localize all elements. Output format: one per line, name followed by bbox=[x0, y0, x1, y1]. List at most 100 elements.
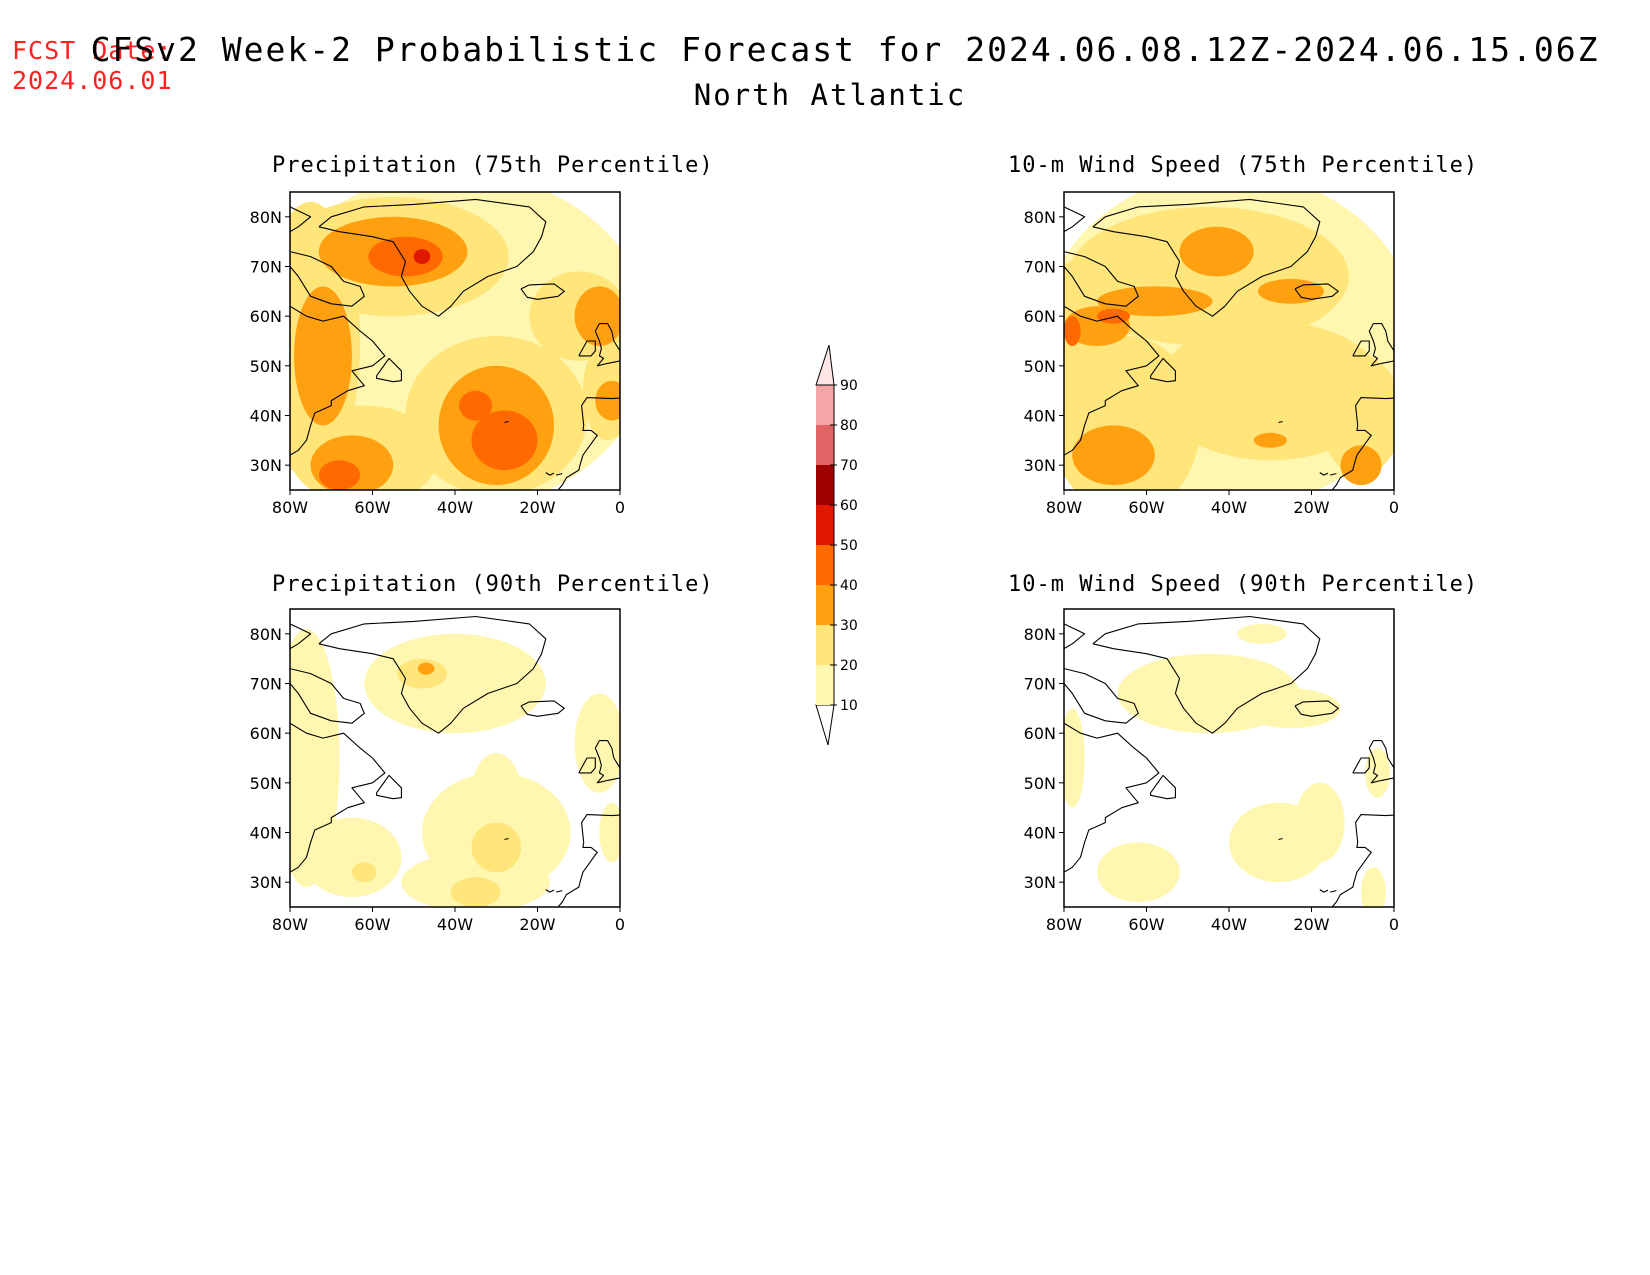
probability-contour bbox=[368, 236, 443, 277]
probability-contour bbox=[471, 822, 522, 873]
lon-label: 80W bbox=[272, 915, 308, 934]
lat-label: 50N bbox=[250, 774, 282, 793]
probability-contour bbox=[595, 380, 620, 421]
coastline bbox=[594, 323, 620, 367]
probability-contour bbox=[574, 286, 620, 346]
lat-label: 50N bbox=[250, 357, 282, 376]
coastlines bbox=[1064, 615, 1394, 907]
colorbar-segment bbox=[816, 665, 834, 705]
lat-label: 70N bbox=[250, 675, 282, 694]
coastline bbox=[1329, 473, 1337, 476]
colorbar-label: 10 bbox=[840, 698, 858, 714]
lon-label: 0 bbox=[615, 915, 625, 934]
lon-label: 40W bbox=[1211, 498, 1247, 517]
probability-contour bbox=[471, 410, 538, 471]
lat-label: 30N bbox=[1024, 873, 1056, 892]
probability-contour bbox=[1365, 748, 1390, 798]
coastline bbox=[1331, 814, 1394, 907]
probability-field bbox=[1064, 192, 1394, 490]
probability-contour bbox=[1340, 445, 1382, 486]
lon-label: 20W bbox=[519, 915, 555, 934]
lat-label: 30N bbox=[1024, 456, 1056, 475]
lon-label: 40W bbox=[1211, 915, 1247, 934]
coastline bbox=[1064, 722, 1160, 873]
panel-title-precip-90: Precipitation (90th Percentile) bbox=[272, 572, 714, 597]
probability-contour bbox=[1241, 688, 1341, 729]
colorbar-segment bbox=[816, 545, 834, 585]
colorbar-segment bbox=[816, 385, 834, 425]
coastline bbox=[1064, 206, 1086, 233]
probability-contour bbox=[1257, 278, 1324, 304]
panel-title-precip-75: Precipitation (75th Percentile) bbox=[272, 153, 714, 178]
lat-label: 60N bbox=[250, 724, 282, 743]
map-panel-wind-75: 80N 70N 60N 50N 40N 30N 80W 60W 40W 20W 0 bbox=[1024, 191, 1399, 517]
lon-label: 60W bbox=[1128, 498, 1164, 517]
coastline bbox=[1352, 757, 1370, 774]
coastline bbox=[318, 198, 547, 317]
coastline bbox=[290, 206, 312, 233]
lon-label: 80W bbox=[1046, 915, 1082, 934]
coastline bbox=[557, 397, 620, 490]
probability-contour bbox=[1064, 316, 1081, 346]
lon-label: 20W bbox=[519, 498, 555, 517]
coastline bbox=[1064, 623, 1086, 650]
probability-contour bbox=[471, 753, 522, 833]
coastline bbox=[1368, 323, 1394, 367]
coastline bbox=[1150, 774, 1176, 800]
probability-contour bbox=[351, 862, 377, 883]
lat-label: 60N bbox=[250, 307, 282, 326]
coastline bbox=[578, 340, 596, 357]
colorbar-segment bbox=[816, 625, 834, 665]
coastline bbox=[594, 740, 620, 784]
colorbar: 10 20 30 40 50 60 70 80 90 bbox=[815, 344, 858, 746]
map-panel-wind-90: 80N 70N 60N 50N 40N 30N 80W 60W 40W 20W 0 bbox=[1024, 608, 1399, 934]
lon-label: 40W bbox=[437, 915, 473, 934]
coastline bbox=[1329, 890, 1337, 893]
coastline bbox=[318, 615, 547, 734]
lon-label: 0 bbox=[615, 498, 625, 517]
coastline bbox=[520, 700, 565, 717]
probability-contour bbox=[290, 628, 340, 888]
probability-contour bbox=[318, 460, 361, 490]
probability-contour bbox=[1097, 286, 1213, 317]
lat-label: 80N bbox=[250, 208, 282, 227]
colorbar-label: 60 bbox=[840, 498, 858, 514]
lon-label: 40W bbox=[437, 498, 473, 517]
lon-label: 80W bbox=[272, 498, 308, 517]
coastline bbox=[290, 668, 365, 724]
coastline bbox=[376, 357, 402, 383]
colorbar-segment bbox=[816, 505, 834, 545]
coastline bbox=[1064, 668, 1139, 724]
colorbar-label: 70 bbox=[840, 458, 858, 474]
coastline bbox=[1092, 615, 1321, 734]
probability-contour bbox=[1253, 432, 1287, 448]
coastline bbox=[1294, 700, 1339, 717]
probability-contour bbox=[574, 693, 620, 793]
lat-label: 70N bbox=[1024, 258, 1056, 277]
lon-label: 60W bbox=[1128, 915, 1164, 934]
probability-contour bbox=[1072, 425, 1155, 486]
coastline bbox=[290, 305, 386, 456]
lat-label: 40N bbox=[1024, 824, 1056, 843]
colorbar-segment bbox=[816, 585, 834, 625]
colorbar-label: 50 bbox=[840, 538, 858, 554]
coastline bbox=[504, 837, 509, 841]
probability-contour bbox=[294, 286, 352, 426]
panel-title-wind-90: 10-m Wind Speed (90th Percentile) bbox=[1008, 572, 1479, 597]
lon-label: 20W bbox=[1293, 915, 1329, 934]
lat-label: 70N bbox=[250, 258, 282, 277]
colorbar-segment bbox=[816, 425, 834, 465]
forecast-date-value: 2024.06.01 bbox=[12, 66, 173, 95]
colorbar-upper-cap bbox=[815, 344, 835, 386]
coastline bbox=[376, 774, 402, 800]
lat-label: 80N bbox=[1024, 208, 1056, 227]
coastline bbox=[1319, 889, 1329, 893]
page-title: CFSv2 Week-2 Probabilistic Forecast for … bbox=[90, 30, 1600, 69]
coastline bbox=[290, 722, 386, 873]
lon-label: 20W bbox=[1293, 498, 1329, 517]
coastline bbox=[1352, 340, 1370, 357]
colorbar-label: 40 bbox=[840, 578, 858, 594]
lat-label: 40N bbox=[250, 407, 282, 426]
coastline bbox=[520, 283, 565, 300]
coastline bbox=[555, 890, 563, 893]
